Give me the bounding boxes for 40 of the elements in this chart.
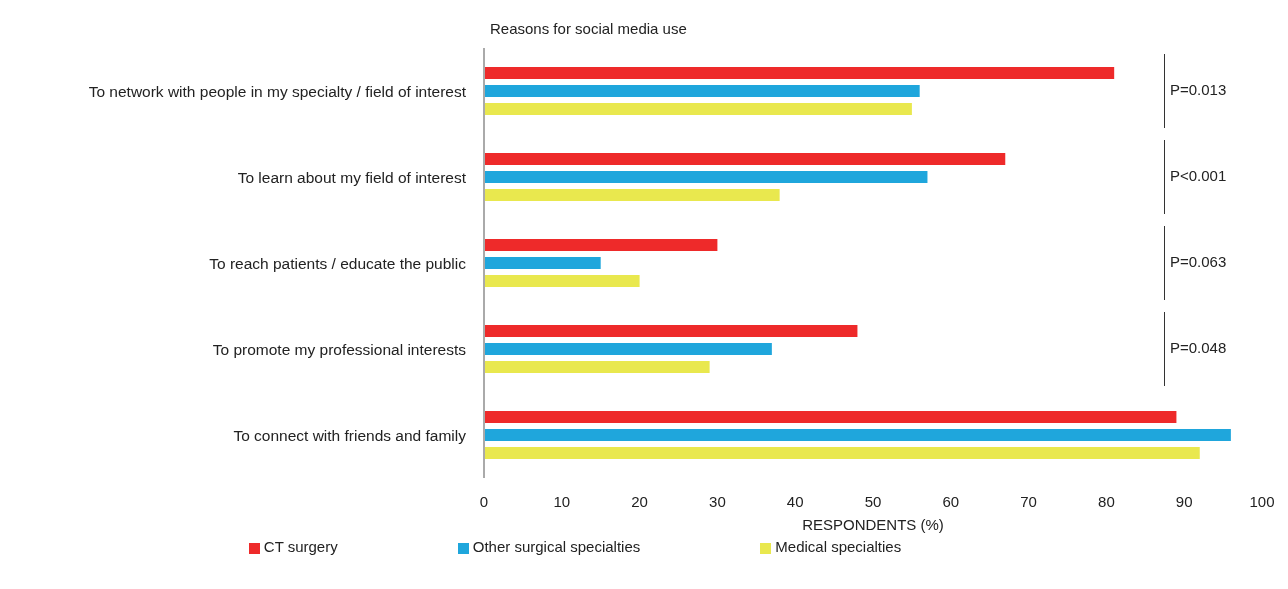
- legend-label: Other surgical specialties: [472, 538, 641, 555]
- bar: [484, 429, 1231, 441]
- x-tick-label: 20: [631, 492, 648, 510]
- bar: [484, 171, 928, 183]
- annotation: P=0.063: [1170, 253, 1227, 270]
- annotation: P=0.013: [1170, 81, 1227, 98]
- bar: [484, 257, 601, 269]
- legend-label: CT surgery: [263, 538, 338, 555]
- legend-label: Medical specialties: [775, 538, 902, 555]
- annotation: P=0.048: [1170, 339, 1227, 356]
- bar: [484, 103, 912, 115]
- chart-title: Reasons for social media use: [490, 20, 687, 37]
- x-tick-label: 50: [864, 492, 882, 510]
- bar: [484, 189, 780, 201]
- bar: [484, 361, 710, 373]
- x-tick-label: 30: [709, 492, 726, 510]
- x-tick-label: 90: [1175, 492, 1193, 510]
- bar: [484, 411, 1177, 423]
- y-tick-label: To network with people in my specialty / field of interest: [88, 82, 467, 100]
- y-tick-label: To reach patients / educate the public: [209, 254, 467, 272]
- annotation: P<0.001: [1170, 167, 1227, 184]
- bar: [484, 153, 1006, 165]
- bar: [484, 275, 640, 287]
- x-axis-title: RESPONDENTS (%): [802, 516, 944, 533]
- x-tick-label: 60: [942, 492, 960, 510]
- bar: [484, 325, 858, 337]
- bar: [484, 239, 718, 251]
- bar: [484, 343, 772, 355]
- y-tick-label: To promote my professional interests: [212, 340, 467, 358]
- y-tick-label: To connect with friends and family: [233, 426, 467, 444]
- x-tick-label: 0: [479, 492, 489, 510]
- x-tick-label: 40: [786, 492, 804, 510]
- x-tick-label: 70: [1020, 492, 1037, 510]
- x-tick-label: 80: [1098, 492, 1115, 510]
- x-tick-label: 100: [1249, 492, 1275, 510]
- y-tick-label: To learn about my field of interest: [237, 168, 467, 186]
- x-tick-label: 10: [553, 492, 571, 510]
- bar: [484, 67, 1115, 79]
- bar: [484, 447, 1200, 459]
- bar: [484, 85, 920, 97]
